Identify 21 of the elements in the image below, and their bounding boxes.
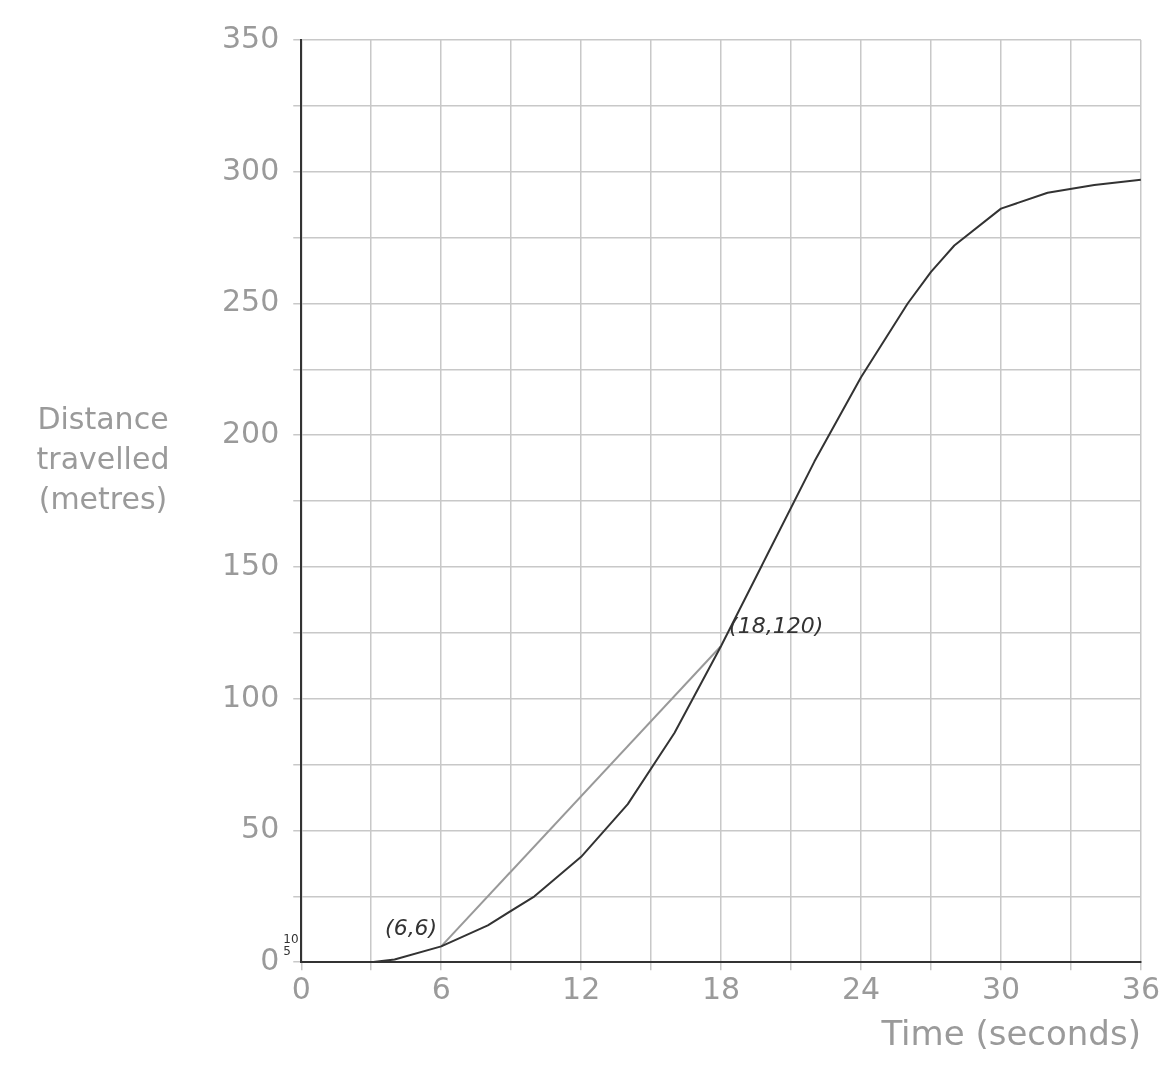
annotation: (6,6) — [385, 915, 438, 941]
y-tick-label: 0 — [260, 942, 280, 977]
text: 5 — [283, 944, 291, 959]
x-tick-label: 18 — [701, 971, 741, 1006]
x-axis-title: Time (seconds) — [880, 1013, 1141, 1054]
y-tick-label: 50 — [241, 810, 280, 846]
x-tick-label: 0 — [291, 971, 311, 1006]
annotation: (18,120) — [729, 612, 824, 638]
y-tick-label: 100 — [222, 678, 280, 714]
y-tick-label: 150 — [222, 546, 280, 582]
x-tick-label: 12 — [562, 971, 601, 1006]
x-tick-label: 6 — [431, 971, 451, 1006]
x-tick-label: 30 — [981, 971, 1021, 1006]
y-tick-label: 300 — [222, 151, 280, 187]
text: 10 — [283, 932, 299, 947]
x-tick-label: 24 — [841, 971, 881, 1006]
y-tick-label: 200 — [222, 415, 280, 451]
y-axis-title: Distance travelled (metres) — [36, 400, 170, 516]
y-tick-label: 350 — [222, 19, 280, 55]
y-tick-label: 250 — [222, 283, 280, 319]
x-tick-label: 36 — [1121, 971, 1161, 1006]
